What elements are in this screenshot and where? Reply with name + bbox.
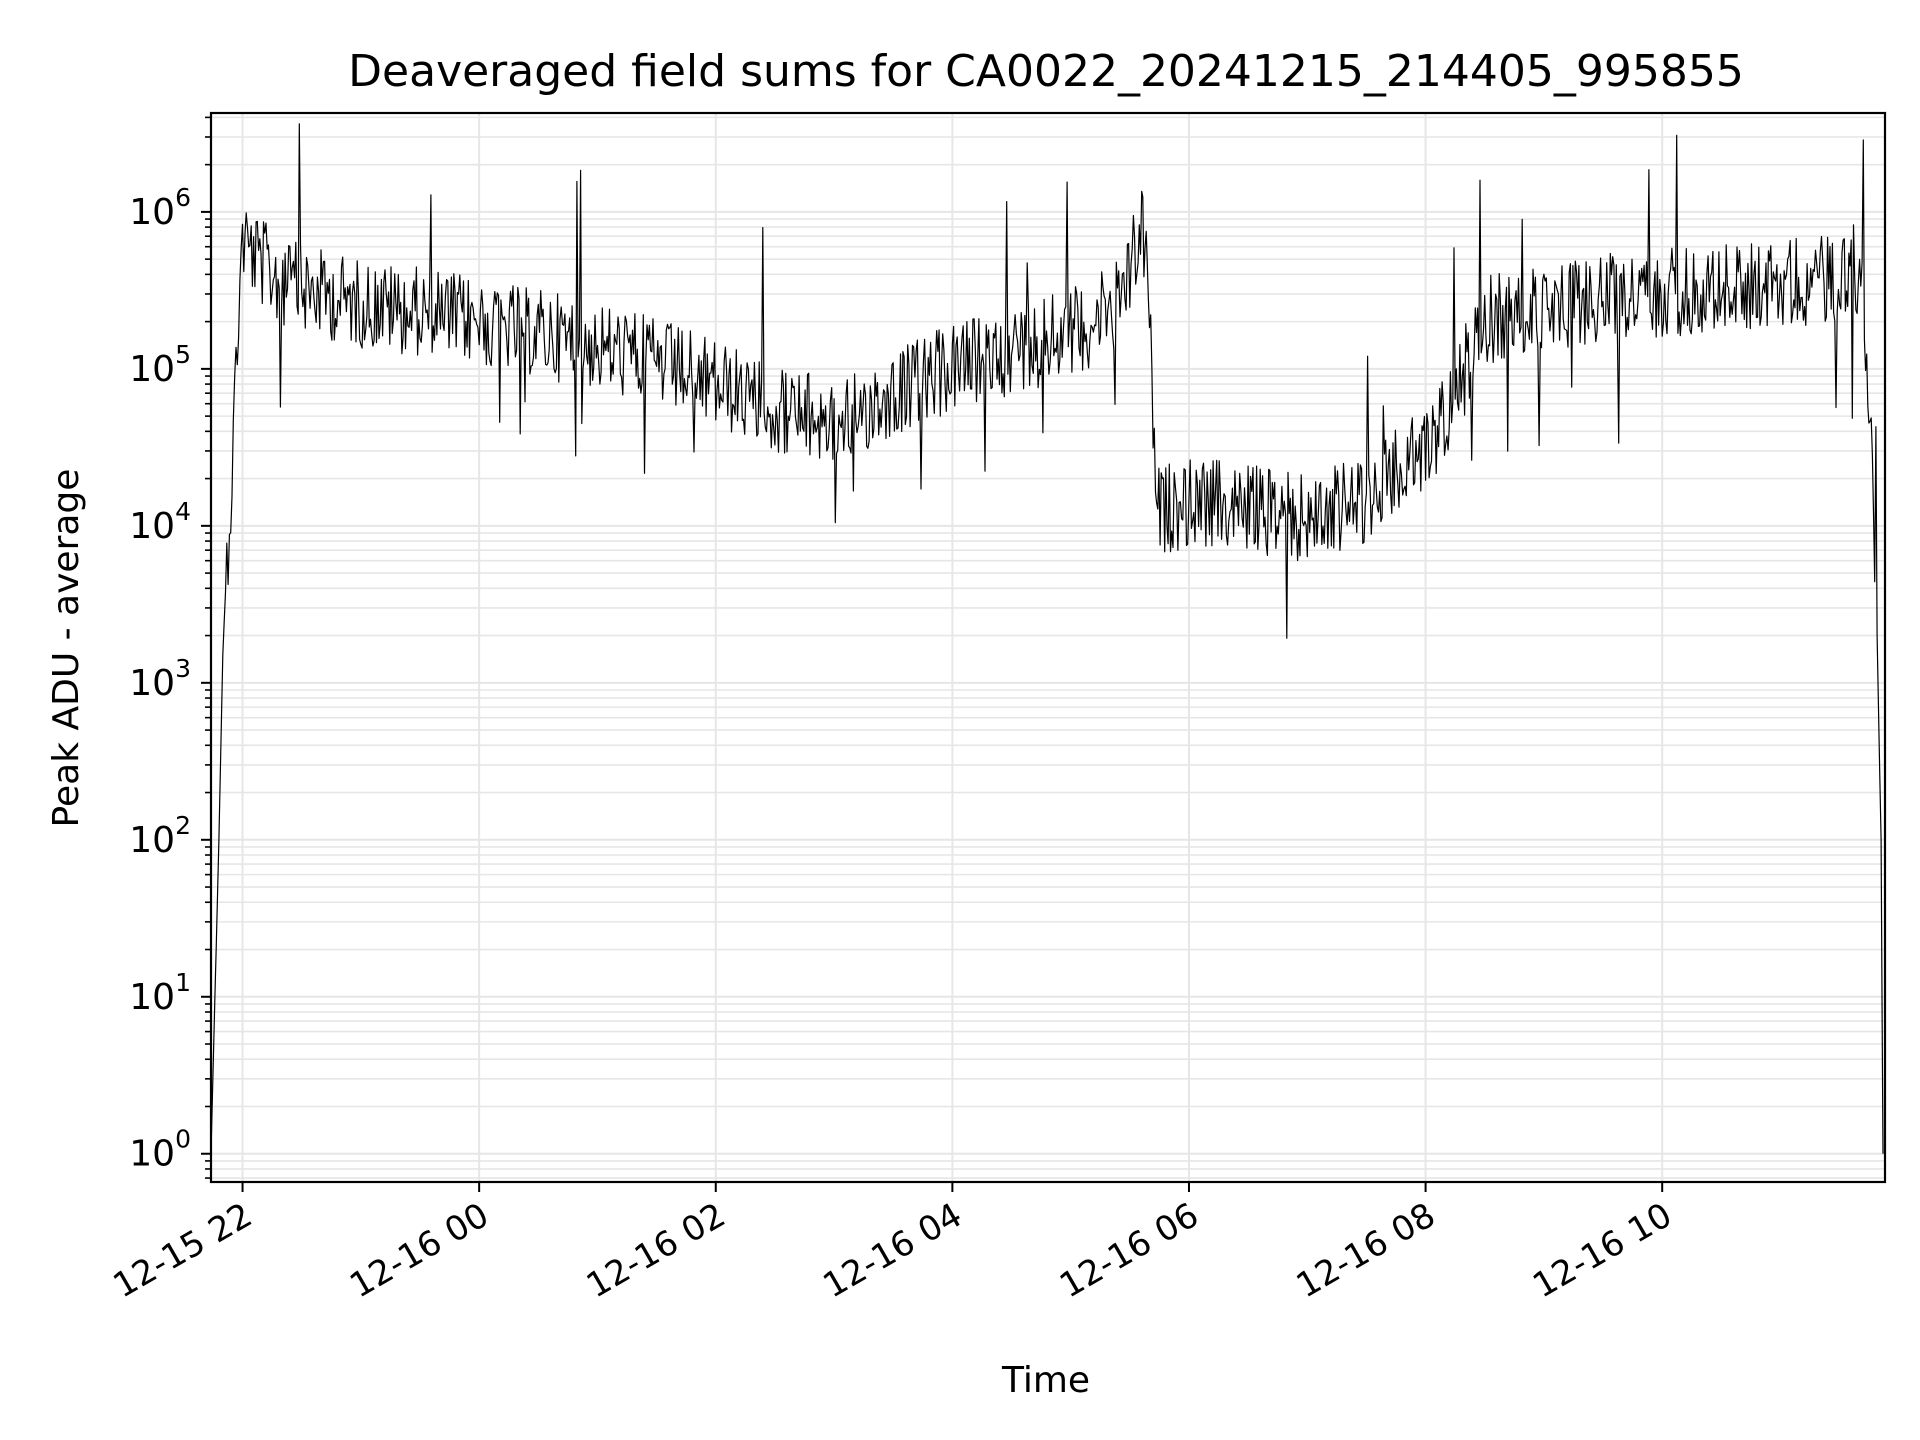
y-tick-label: 106 — [129, 183, 191, 233]
plot-area-frame — [209, 111, 1887, 1184]
y-tick-label: 100 — [129, 1125, 191, 1175]
x-axis-label: Time — [1001, 1360, 1090, 1401]
y-tick-label: 102 — [129, 811, 191, 861]
series-layer — [210, 123, 1884, 1154]
series-line — [210, 123, 1884, 1154]
y-tick-label: 101 — [129, 968, 191, 1018]
y-axis: 100 101 102 103 104 105 106 — [129, 116, 211, 1179]
y-tick-label: 105 — [129, 340, 191, 390]
y-tick-label: 103 — [129, 654, 191, 704]
y-tick-label: 104 — [129, 497, 191, 547]
y-axis-label: Peak ADU - average — [46, 469, 87, 828]
major-gridlines — [211, 113, 1885, 1182]
chart-title: Deaveraged field sums for CA0022_2024121… — [348, 46, 1744, 97]
